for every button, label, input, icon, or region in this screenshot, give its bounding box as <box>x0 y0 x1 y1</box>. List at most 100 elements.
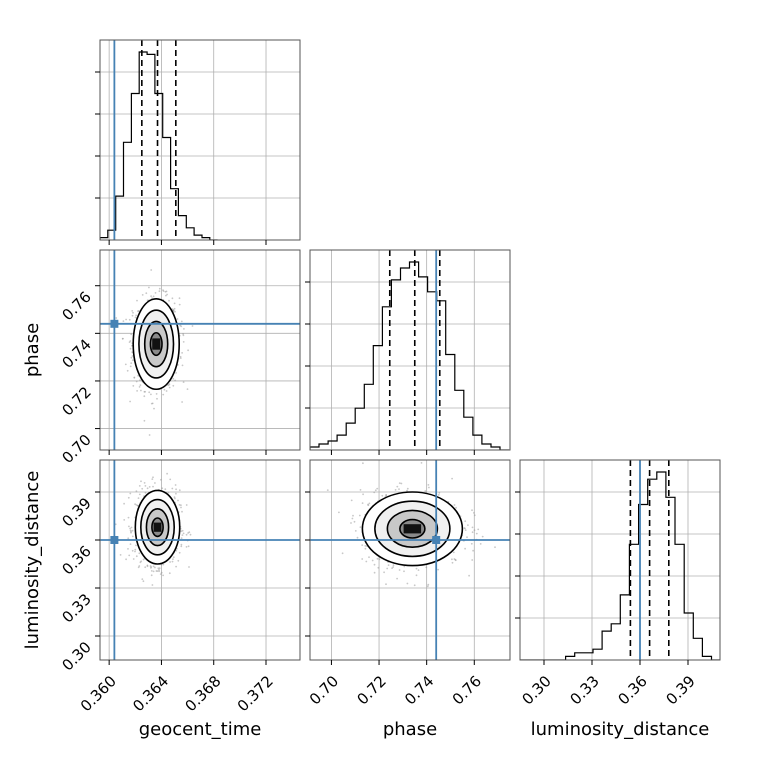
sample-point <box>152 570 155 573</box>
sample-point <box>152 476 154 479</box>
sample-point <box>142 580 145 583</box>
x-tick-label: 0.372 <box>234 672 277 715</box>
x-tick-label: 0.360 <box>77 672 120 715</box>
sample-point <box>494 546 496 549</box>
sample-point <box>150 295 153 297</box>
sample-point <box>141 294 144 296</box>
sample-point <box>180 545 183 548</box>
panel-frame <box>309 249 511 451</box>
sample-point <box>386 567 389 570</box>
sample-point <box>180 504 182 507</box>
y-tick-label: 0.74 <box>58 335 94 371</box>
sample-point <box>150 269 153 271</box>
sample-point <box>129 529 132 532</box>
sample-point <box>387 564 390 566</box>
sample-point <box>383 571 385 574</box>
sample-point <box>377 566 380 569</box>
sample-point <box>131 355 134 357</box>
sample-point <box>475 532 478 535</box>
sample-point <box>167 491 170 494</box>
sample-point <box>178 504 181 506</box>
sample-point <box>406 582 409 585</box>
sample-point <box>148 286 150 289</box>
y-axis-label-phase: phase <box>22 323 43 377</box>
sample-point <box>158 290 161 293</box>
sample-point <box>123 502 125 505</box>
sample-point <box>129 543 132 545</box>
panel-frame <box>99 39 301 241</box>
sample-point <box>134 548 137 551</box>
sample-point <box>131 314 134 317</box>
sample-point <box>124 363 127 366</box>
sample-point <box>127 516 130 519</box>
sample-point <box>131 359 134 362</box>
sample-point <box>165 290 168 293</box>
sample-point <box>141 578 144 580</box>
sample-point <box>132 558 135 560</box>
sample-point <box>415 574 418 577</box>
sample-point <box>392 566 395 568</box>
sample-point <box>173 496 176 498</box>
sample-point <box>359 489 362 491</box>
truth-marker <box>110 536 119 544</box>
panel-frame <box>99 249 301 451</box>
sample-point <box>132 311 134 314</box>
sample-point <box>185 546 188 548</box>
sample-point <box>129 365 132 368</box>
sample-point <box>158 569 160 571</box>
sample-point <box>129 492 132 495</box>
x-tick-label: 0.76 <box>449 672 485 708</box>
sample-point <box>477 528 480 531</box>
sample-point <box>373 491 376 494</box>
sample-point <box>161 487 164 490</box>
panel-frame <box>99 459 301 661</box>
density-peak <box>152 338 161 350</box>
sample-point <box>188 531 191 534</box>
sample-point <box>144 566 147 569</box>
sample-point <box>162 574 165 577</box>
sample-point <box>150 570 153 572</box>
sample-point <box>168 572 171 575</box>
sample-point <box>464 520 467 523</box>
sample-point <box>144 390 147 393</box>
sample-point <box>473 512 475 514</box>
sample-point <box>156 397 158 400</box>
sample-point <box>129 400 132 403</box>
sample-point <box>130 333 133 336</box>
x-axis-label-luminosity-distance: luminosity_distance <box>531 719 710 740</box>
sample-point <box>185 533 188 536</box>
panel-geocent-time-hist <box>95 39 301 245</box>
sample-point <box>415 567 418 570</box>
y-tick-label: 0.33 <box>58 590 94 626</box>
sample-point <box>437 568 439 571</box>
sample-point <box>167 384 170 387</box>
sample-point <box>351 517 354 520</box>
sample-point <box>326 489 329 491</box>
sample-point <box>368 556 370 559</box>
sample-point <box>468 574 470 577</box>
sample-point <box>131 351 134 353</box>
sample-point <box>150 402 153 405</box>
y-tick-label: 0.76 <box>58 288 94 324</box>
sample-point <box>152 485 154 488</box>
sample-point <box>130 531 132 534</box>
sample-point <box>172 384 175 387</box>
sample-point <box>400 482 403 485</box>
sample-point <box>158 570 161 573</box>
sample-point <box>181 364 184 367</box>
sample-point <box>130 362 133 364</box>
sample-point <box>453 558 456 560</box>
sample-point <box>385 583 387 586</box>
sample-point <box>171 308 174 310</box>
panel-luminosity-distance-vs-phase: 0.70 0.72 0.74 0.76 <box>305 459 511 708</box>
y-axis-label-luminosity-distance: luminosity_distance <box>22 471 43 650</box>
sample-point <box>172 556 175 559</box>
sample-point <box>152 565 155 568</box>
sample-point <box>182 381 185 383</box>
sample-point <box>172 558 174 560</box>
sample-point <box>178 551 181 554</box>
sample-point <box>188 566 190 568</box>
sample-point <box>145 292 148 295</box>
sample-point <box>123 519 126 521</box>
sample-point <box>180 506 182 509</box>
